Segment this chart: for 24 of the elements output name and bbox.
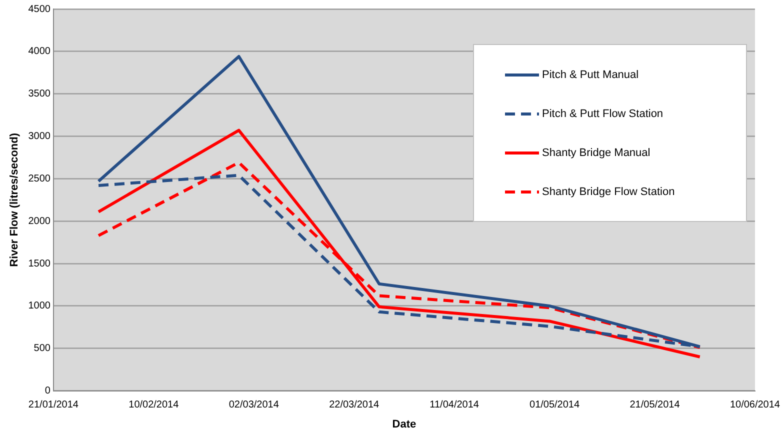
x-tick-label: 11/04/2014 [430, 400, 480, 411]
x-tick-label: 02/03/2014 [228, 400, 280, 411]
legend-label: Shanty Bridge Manual [542, 146, 650, 158]
x-tick-label: 10/06/2014 [730, 400, 780, 411]
legend-label: Shanty Bridge Flow Station [542, 186, 675, 198]
legend-label: Pitch & Putt Flow Station [542, 108, 664, 120]
x-tick-label: 10/02/2014 [128, 400, 180, 411]
y-tick-label: 1500 [28, 258, 51, 270]
y-tick-label: 3000 [28, 131, 51, 142]
y-tick-label: 4500 [28, 4, 51, 15]
y-tick-label: 3500 [28, 88, 51, 100]
x-tick-label: 01/05/2014 [530, 400, 580, 411]
x-tick-label: 21/05/2014 [630, 400, 680, 411]
y-tick-label: 1000 [28, 300, 51, 312]
x-tick-label: 22/03/2014 [329, 400, 380, 411]
y-tick-label: 2000 [28, 216, 51, 227]
y-tick-label: 0 [44, 386, 51, 397]
legend-label: Pitch & Putt Manual [542, 68, 639, 80]
x-axis-title: Date [392, 418, 416, 430]
y-tick-label: 4000 [28, 46, 51, 58]
y-tick-label: 2500 [28, 173, 51, 184]
y-axis-title: River Flow (litres/second) [8, 132, 21, 267]
y-tick-label: 500 [34, 343, 51, 354]
x-tick-label: 21/01/2014 [28, 400, 79, 411]
